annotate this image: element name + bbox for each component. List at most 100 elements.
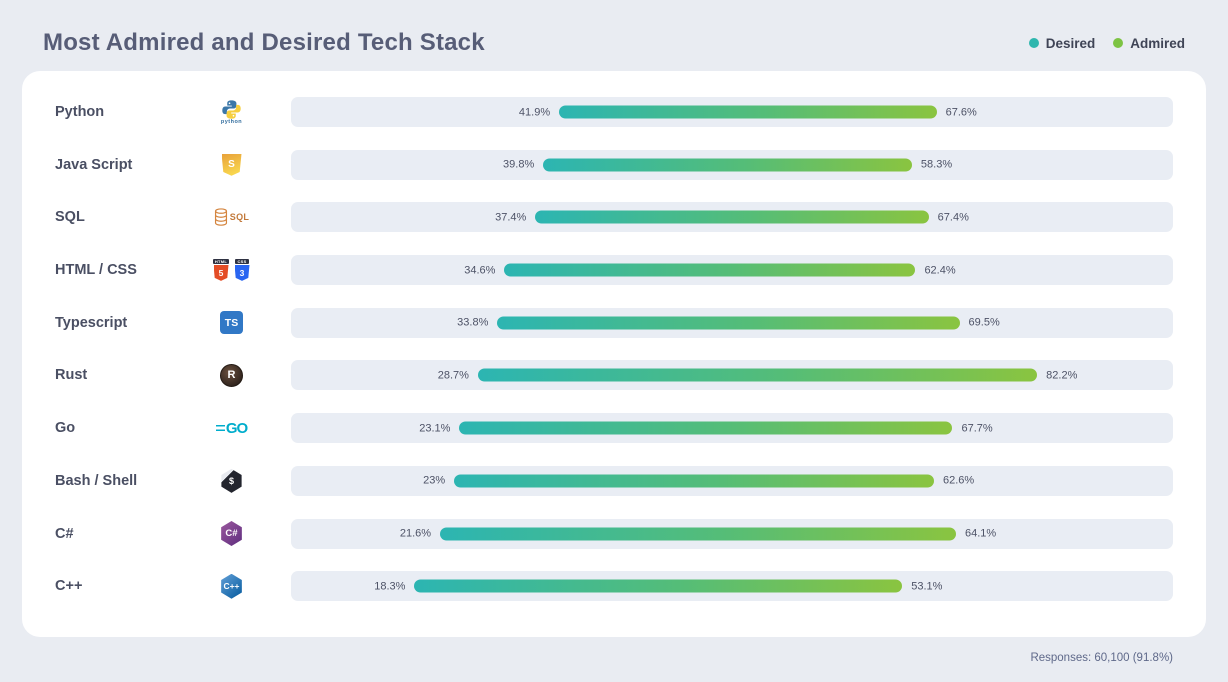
icon-cell: HTML 5 CSS 3	[198, 259, 291, 281]
icon-cell: C++	[198, 573, 291, 599]
css3-icon: CSS 3	[234, 259, 250, 281]
icon-cell: R	[198, 363, 291, 387]
tech-row-javascript: Java Script S 39.8% 58.3%	[55, 149, 1173, 180]
sql-text: SQL	[229, 212, 250, 223]
range-bar	[543, 158, 912, 172]
bar-range: 34.6% 62.4%	[464, 263, 956, 277]
page-title: Most Admired and Desired Tech Stack	[43, 29, 485, 56]
bar-range: 39.8% 58.3%	[503, 158, 952, 172]
desired-value: 23%	[423, 474, 446, 487]
range-bar	[414, 579, 903, 593]
bar-track: 28.7% 82.2%	[291, 360, 1173, 391]
tech-label: Java Script	[55, 156, 133, 173]
bar-track: 34.6% 62.4%	[291, 255, 1173, 286]
tech-label: HTML / CSS	[55, 262, 137, 279]
go-icon: GO	[215, 419, 248, 437]
tech-row-rust: Rust R 28.7% 82.2%	[55, 360, 1173, 391]
icon-cell: $	[198, 468, 291, 493]
icon-cell: S	[198, 153, 291, 176]
range-bar	[459, 421, 953, 435]
bash-icon: $	[221, 468, 242, 493]
tech-row-sql: SQL SQL 37.4%	[55, 202, 1173, 233]
icon-cell: C#	[198, 521, 291, 546]
bar-track: 18.3% 53.1%	[291, 571, 1173, 602]
admired-value: 62.6%	[942, 474, 975, 487]
legend-item-admired: Admired	[1113, 36, 1185, 51]
html-css-icon: HTML 5 CSS 3	[212, 259, 250, 281]
desired-dot-icon	[1028, 38, 1039, 48]
bar-track: 37.4% 67.4%	[291, 202, 1173, 233]
html5-icon: HTML 5	[212, 259, 230, 281]
admired-value: 82.2%	[1046, 369, 1078, 382]
html-tag: HTML	[212, 259, 230, 265]
bar-range: 23% 62.6%	[423, 474, 974, 488]
desired-value: 37.4%	[495, 211, 527, 224]
admired-value: 67.4%	[937, 211, 969, 224]
responses-note: Responses: 60,100 (91.8%)	[1030, 652, 1173, 664]
range-bar	[497, 316, 960, 330]
admired-value: 64.1%	[965, 527, 997, 540]
bar-range: 41.9% 67.6%	[519, 105, 977, 119]
bar-range: 23.1% 67.7%	[419, 421, 993, 435]
tech-row-cpp: C++ C++ 18.3% 53.1%	[55, 571, 1173, 602]
legend-label-admired: Admired	[1130, 35, 1185, 51]
icon-cell: GO	[198, 420, 291, 437]
cpp-icon: C++	[221, 573, 242, 599]
typescript-letters: TS	[224, 316, 239, 329]
chart-card: Python python 41.9% 67.6%	[22, 71, 1206, 637]
sql-icon: SQL	[214, 208, 249, 227]
html-number: 5	[213, 264, 229, 281]
bar-range: 37.4% 67.4%	[495, 210, 969, 224]
bar-track: 21.6% 64.1%	[291, 518, 1173, 549]
tech-row-python: Python python 41.9% 67.6%	[55, 97, 1173, 127]
python-icon: python	[221, 99, 242, 125]
icon-cell: TS	[198, 311, 291, 335]
bar-track: 23% 62.6%	[291, 465, 1173, 496]
bar-track: 41.9% 67.6%	[291, 97, 1173, 127]
header: Most Admired and Desired Tech Stack Desi…	[0, 0, 1228, 66]
csharp-icon: C#	[221, 521, 242, 546]
bash-dollar-symbol: $	[228, 475, 234, 486]
desired-value: 23.1%	[419, 422, 451, 435]
bar-range: 28.7% 82.2%	[438, 368, 1077, 382]
tech-label: C#	[55, 525, 74, 542]
admired-value: 62.4%	[924, 264, 956, 277]
desired-value: 34.6%	[464, 264, 496, 277]
tech-label: SQL	[55, 209, 85, 226]
tech-label: Python	[55, 104, 105, 120]
legend: Desired Admired	[1028, 36, 1185, 51]
tech-row-go: Go GO 23.1% 67.7%	[55, 413, 1173, 444]
tech-label: Typescript	[55, 314, 128, 331]
admired-dot-icon	[1113, 38, 1124, 48]
tech-row-bash: Bash / Shell $ 23% 62.6%	[55, 465, 1173, 496]
csharp-letters: C#	[225, 528, 238, 539]
range-bar	[454, 474, 934, 488]
go-speed-lines-icon	[215, 425, 225, 432]
tech-label: Bash / Shell	[55, 472, 138, 489]
admired-value: 69.5%	[968, 316, 1000, 329]
icon-cell: SQL	[198, 208, 291, 227]
python-caption: python	[220, 119, 243, 125]
icon-cell: python	[198, 99, 291, 125]
admired-value: 67.7%	[961, 422, 993, 435]
range-bar	[559, 105, 937, 119]
python-logo-icon	[222, 100, 241, 119]
admired-value: 67.6%	[945, 106, 977, 118]
desired-value: 21.6%	[399, 527, 432, 540]
tech-label: Rust	[55, 367, 88, 384]
tech-row-csharp: C# C# 21.6% 64.1%	[55, 518, 1173, 549]
range-bar	[535, 210, 929, 224]
go-letters: GO	[225, 419, 248, 437]
bar-track: 39.8% 58.3%	[291, 149, 1173, 180]
admired-value: 53.1%	[911, 580, 943, 593]
javascript-letter: S	[228, 159, 235, 171]
legend-item-desired: Desired	[1028, 36, 1095, 51]
rust-icon: R	[220, 363, 243, 387]
bar-range: 21.6% 64.1%	[400, 527, 996, 540]
typescript-icon: TS	[220, 311, 243, 335]
desired-value: 18.3%	[374, 580, 406, 593]
desired-value: 28.7%	[437, 369, 469, 382]
tech-row-typescript: Typescript TS 33.8% 69.5%	[55, 307, 1173, 338]
range-bar	[440, 527, 957, 540]
desired-value: 33.8%	[457, 316, 489, 329]
